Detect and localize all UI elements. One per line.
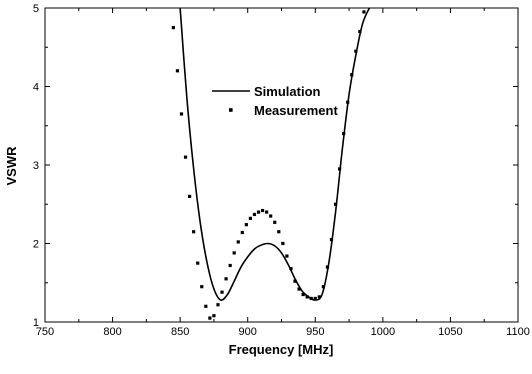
series-measurement-point bbox=[281, 241, 285, 246]
x-axis-label: Frequency [MHz] bbox=[229, 342, 334, 357]
y-tick-label: 5 bbox=[33, 3, 39, 15]
y-tick-label: 1 bbox=[33, 317, 39, 329]
y-tick-label: 3 bbox=[33, 160, 39, 172]
series-measurement-point bbox=[196, 261, 200, 265]
series-measurement-point bbox=[342, 132, 346, 136]
legend-measurement-label: Measurement bbox=[254, 103, 338, 118]
series-measurement-point bbox=[260, 208, 265, 213]
series-measurement-point bbox=[179, 112, 184, 116]
x-axis-ticks: 750 800 850 900 950 1000 1050 1100 bbox=[36, 8, 530, 338]
series-measurement-point bbox=[183, 155, 188, 159]
x-tick-label: 800 bbox=[103, 326, 121, 338]
series-measurement-point bbox=[192, 230, 196, 234]
series-measurement-point bbox=[248, 216, 253, 220]
series-measurement-point bbox=[244, 223, 248, 227]
series-measurement-point bbox=[228, 263, 232, 268]
series-measurement-point bbox=[277, 230, 281, 234]
series-measurement-point bbox=[256, 210, 261, 214]
series-measurement-point bbox=[204, 304, 208, 308]
series-measurement-point bbox=[220, 290, 224, 294]
series-measurement-point bbox=[305, 295, 309, 299]
series-measurement-point bbox=[188, 194, 192, 198]
series-measurement-point bbox=[297, 287, 301, 291]
legend: Simulation Measurement bbox=[212, 84, 338, 118]
series-measurement-point bbox=[175, 69, 180, 73]
series-measurement-point bbox=[289, 267, 293, 271]
y-axis-ticks: 1 2 3 4 5 bbox=[33, 3, 518, 329]
series-measurement-point bbox=[236, 240, 240, 244]
series-measurement-point bbox=[285, 254, 289, 258]
series-measurement-point bbox=[212, 314, 216, 318]
series-measurement-point bbox=[362, 10, 366, 14]
series-measurement-point bbox=[317, 295, 321, 299]
series-measurement-point bbox=[354, 49, 358, 53]
series-measurement-point bbox=[358, 29, 362, 34]
series-measurement-point bbox=[293, 279, 297, 283]
series-measurement-point bbox=[301, 292, 305, 297]
x-tick-label: 850 bbox=[171, 326, 189, 338]
x-tick-label: 750 bbox=[36, 326, 54, 338]
series-measurement-point bbox=[325, 265, 330, 269]
series-measurement-point bbox=[350, 73, 354, 77]
series-measurement-point bbox=[208, 316, 212, 320]
y-tick-label: 4 bbox=[33, 82, 39, 94]
y-axis-label: VSWR bbox=[4, 146, 19, 186]
plot-frame bbox=[44, 7, 519, 323]
series-simulation-line bbox=[179, 8, 371, 301]
series-measurement-point bbox=[273, 220, 277, 224]
series-measurement-point bbox=[200, 285, 204, 289]
series-layer bbox=[171, 8, 371, 320]
x-tick-label: 950 bbox=[306, 326, 324, 338]
series-measurement-point bbox=[269, 214, 273, 218]
legend-simulation-label: Simulation bbox=[254, 84, 321, 99]
series-measurement-point bbox=[338, 167, 342, 171]
legend-measurement-swatch bbox=[229, 108, 233, 112]
series-measurement-point bbox=[240, 230, 244, 235]
series-measurement-point bbox=[171, 26, 175, 30]
series-measurement-point bbox=[329, 237, 334, 242]
series-measurement-point bbox=[232, 251, 236, 255]
series-measurement-point bbox=[252, 212, 257, 217]
series-measurement-point bbox=[333, 202, 338, 206]
series-measurement-point bbox=[224, 277, 228, 281]
x-tick-label: 1100 bbox=[506, 326, 530, 338]
series-measurement-point bbox=[309, 296, 313, 301]
series-measurement-point bbox=[216, 303, 220, 307]
series-measurement-point bbox=[265, 210, 269, 214]
series-measurement-point bbox=[313, 296, 317, 301]
series-measurement-point bbox=[346, 100, 350, 104]
x-tick-label: 900 bbox=[239, 326, 257, 338]
x-tick-label: 1000 bbox=[371, 326, 395, 338]
x-tick-label: 1050 bbox=[438, 326, 462, 338]
y-tick-label: 2 bbox=[33, 239, 39, 251]
series-measurement-point bbox=[321, 285, 325, 289]
